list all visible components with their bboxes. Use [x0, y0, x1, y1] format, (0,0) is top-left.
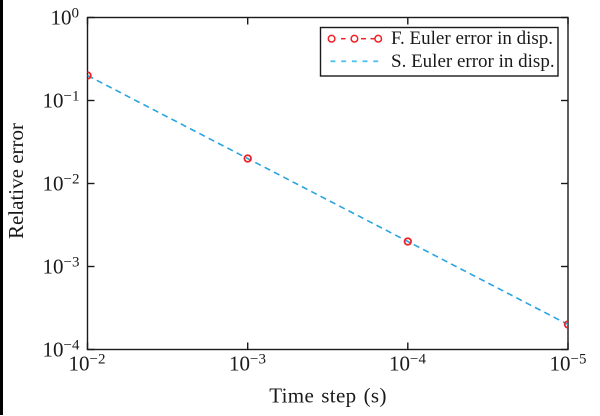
- svg-text:10−4: 10−4: [389, 352, 426, 376]
- svg-text:Time step (s): Time step (s): [269, 384, 387, 408]
- svg-text:10−1: 10−1: [43, 89, 80, 113]
- svg-text:S. Euler error in disp.: S. Euler error in disp.: [391, 51, 555, 72]
- svg-text:10−5: 10−5: [550, 352, 587, 376]
- svg-text:10−2: 10−2: [43, 172, 80, 196]
- svg-text:10−2: 10−2: [69, 352, 106, 376]
- svg-text:100: 100: [51, 6, 80, 30]
- svg-text:10−4: 10−4: [43, 338, 80, 362]
- svg-text:F. Euler error in disp.: F. Euler error in disp.: [391, 28, 553, 49]
- svg-text:Relative error: Relative error: [4, 123, 28, 239]
- svg-text:10−3: 10−3: [229, 352, 266, 376]
- svg-text:10−3: 10−3: [43, 255, 80, 279]
